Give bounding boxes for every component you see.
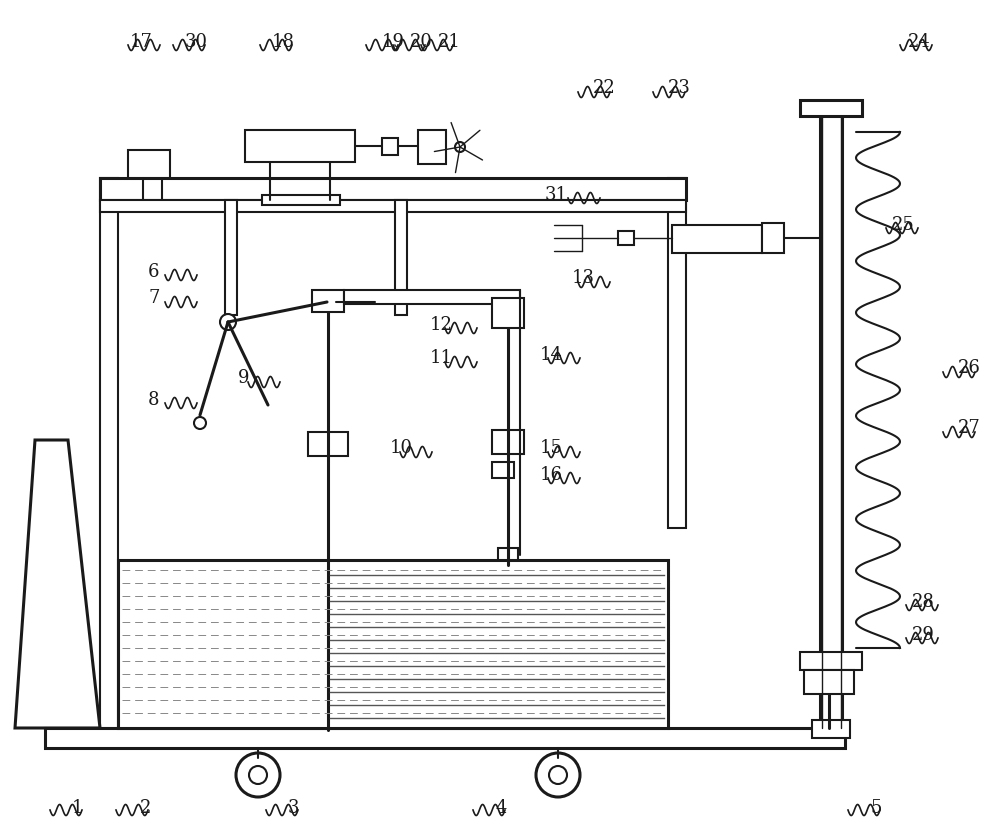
Bar (344, 290, 520, 304)
Bar (492, 462, 514, 478)
Text: 14: 14 (540, 346, 563, 364)
Text: 18: 18 (272, 33, 295, 51)
Bar (800, 100, 862, 116)
Bar (312, 290, 344, 312)
Text: 11: 11 (430, 349, 453, 367)
Text: 31: 31 (545, 186, 568, 204)
Text: 17: 17 (130, 33, 153, 51)
Bar (492, 298, 524, 328)
Text: 13: 13 (572, 269, 595, 287)
Circle shape (549, 766, 567, 784)
Text: 24: 24 (908, 33, 931, 51)
Text: 21: 21 (438, 33, 461, 51)
Text: 30: 30 (185, 33, 208, 51)
Circle shape (536, 753, 580, 797)
Circle shape (249, 766, 267, 784)
Text: 27: 27 (958, 419, 981, 437)
Text: 5: 5 (870, 799, 881, 817)
Bar (128, 150, 170, 178)
Bar (498, 548, 518, 566)
Circle shape (236, 753, 280, 797)
Text: 29: 29 (912, 626, 935, 644)
Text: 12: 12 (430, 316, 453, 334)
Bar (262, 195, 340, 205)
Bar (118, 560, 668, 728)
Bar (45, 728, 845, 748)
Bar (245, 130, 355, 162)
Circle shape (318, 293, 336, 311)
Text: 6: 6 (148, 263, 160, 281)
Text: 26: 26 (958, 359, 981, 377)
Bar (492, 430, 524, 454)
Bar (668, 178, 686, 528)
Text: 20: 20 (410, 33, 433, 51)
Text: 1: 1 (72, 799, 84, 817)
Bar (804, 670, 854, 694)
Text: 25: 25 (892, 216, 915, 234)
Text: 28: 28 (912, 593, 935, 611)
Bar (418, 130, 446, 164)
Circle shape (194, 417, 206, 429)
Text: 23: 23 (668, 79, 691, 97)
Bar (100, 178, 118, 728)
Text: 2: 2 (140, 799, 151, 817)
Text: 9: 9 (238, 369, 250, 387)
Bar (395, 200, 407, 315)
Bar (812, 720, 850, 738)
Bar (308, 432, 348, 456)
Text: 4: 4 (495, 799, 506, 817)
Bar (100, 178, 686, 200)
Bar (820, 108, 842, 728)
Bar (100, 200, 686, 212)
Bar (672, 225, 762, 253)
Text: 19: 19 (382, 33, 405, 51)
Bar (225, 200, 237, 315)
Bar (762, 223, 784, 253)
Text: 10: 10 (390, 439, 413, 457)
Text: 16: 16 (540, 466, 563, 484)
Circle shape (220, 314, 236, 330)
Text: 3: 3 (288, 799, 300, 817)
Circle shape (455, 142, 465, 152)
Bar (382, 138, 398, 155)
Text: 7: 7 (148, 289, 159, 307)
Bar (800, 652, 862, 670)
Bar (618, 231, 634, 245)
Text: 8: 8 (148, 391, 160, 409)
Text: 22: 22 (593, 79, 616, 97)
Text: 15: 15 (540, 439, 563, 457)
